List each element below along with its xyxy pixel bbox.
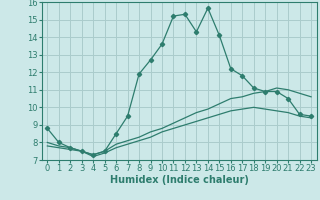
X-axis label: Humidex (Indice chaleur): Humidex (Indice chaleur) <box>110 175 249 185</box>
